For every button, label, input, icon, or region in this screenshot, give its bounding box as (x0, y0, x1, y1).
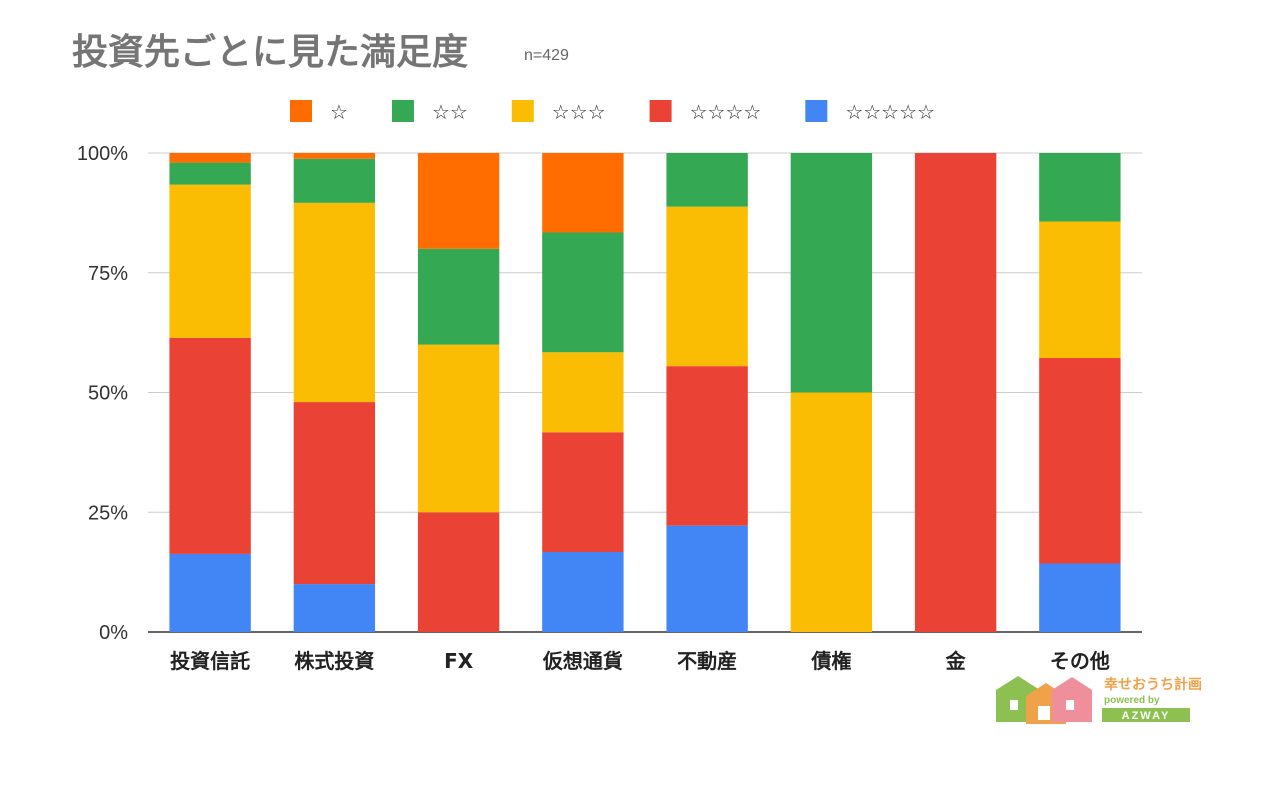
bar-segment (293, 153, 376, 159)
bar-segment (169, 184, 251, 338)
bar-segment (169, 337, 251, 554)
bar-segment (169, 162, 251, 185)
y-tick-label: 100% (77, 143, 128, 165)
y-tick-label: 50% (88, 383, 128, 405)
x-tick-label: 投資信託 (170, 649, 250, 673)
x-tick-label: 株式投資 (294, 649, 374, 673)
legend-item: ☆☆☆☆☆ (805, 100, 935, 124)
legend-swatch (649, 100, 672, 122)
bar-segment (790, 153, 873, 393)
bar-segment (293, 584, 376, 632)
x-tick-label: その他 (1050, 649, 1110, 673)
bar-stack (1039, 153, 1121, 632)
legend-swatch (511, 100, 534, 122)
bar-segment (542, 552, 624, 632)
logo-houses-icon (996, 676, 1092, 724)
legend-label: ☆☆☆☆ (690, 100, 762, 124)
bar-stack (542, 153, 624, 632)
chart-subtitle: n=429 (524, 47, 569, 64)
bar-segment (542, 232, 624, 353)
bar-stack (914, 153, 997, 632)
bar-segment (293, 402, 376, 585)
bar-segment (293, 202, 376, 403)
y-axis-ticks: 0% 25% 50% 75% 100% (77, 143, 128, 644)
legend-label: ☆☆☆ (552, 100, 606, 124)
bar-segment (542, 153, 624, 233)
x-tick-label: 債権 (810, 649, 851, 673)
bar-segment (666, 525, 748, 632)
logo-badge (1102, 708, 1190, 722)
logo-main-text: 幸せおうち計画 (1104, 676, 1202, 693)
y-tick-label: 25% (88, 502, 128, 524)
x-tick-label: 不動産 (677, 649, 737, 673)
legend-item: ☆☆☆☆ (649, 100, 762, 124)
bar-segment (666, 153, 748, 207)
x-tick-label: FX (444, 649, 474, 673)
legend-swatch (290, 100, 312, 122)
legend-item: ☆ (290, 100, 348, 124)
bar-segment (1039, 358, 1121, 564)
bar-segment (169, 153, 251, 163)
bar-segment (666, 366, 748, 526)
azway-logo: 幸せおうち計画 powered by AZWAY (996, 676, 1202, 724)
legend-item: ☆☆ (391, 100, 468, 124)
legend-label: ☆ (330, 100, 348, 124)
bar-segment (417, 153, 500, 249)
bar-segment (1039, 563, 1121, 632)
legend-swatch (805, 100, 828, 122)
legend-label: ☆☆☆☆☆ (845, 100, 935, 124)
legend: ☆ ☆☆ ☆☆☆ ☆☆☆☆ ☆☆☆☆☆ (290, 100, 935, 124)
bar-segment (914, 153, 997, 632)
logo-brand-text: AZWAY (1122, 710, 1171, 722)
y-tick-label: 75% (88, 263, 128, 285)
bar-segment (790, 392, 873, 632)
chart-title: 投資先ごとに見た満足度 (72, 32, 468, 73)
x-axis-ticks: 投資信託 株式投資 FX 仮想通貨 不動産 債権 金 その他 (170, 649, 1110, 673)
bar-segment (1039, 221, 1121, 359)
bar-stack (293, 153, 376, 632)
bar-segment (417, 248, 500, 345)
bar-stack (417, 153, 500, 632)
x-tick-label: 金 (945, 649, 967, 673)
bar-segment (417, 344, 500, 513)
bar-segment (417, 512, 500, 632)
logo-sub-text: powered by (1104, 695, 1160, 706)
bar-stack (666, 153, 748, 632)
bar-segment (169, 553, 251, 632)
bar-segment (542, 352, 624, 433)
legend-swatch (391, 100, 414, 122)
bar-segment (666, 206, 748, 367)
bars (169, 153, 1121, 632)
legend-label: ☆☆ (432, 100, 468, 124)
bar-segment (293, 158, 376, 203)
y-tick-label: 0% (99, 622, 128, 644)
bar-stack (169, 153, 251, 632)
bar-segment (542, 432, 624, 553)
legend-item: ☆☆☆ (511, 100, 606, 124)
bar-segment (1039, 153, 1121, 222)
x-tick-label: 仮想通貨 (542, 649, 623, 673)
bar-stack (790, 153, 873, 632)
